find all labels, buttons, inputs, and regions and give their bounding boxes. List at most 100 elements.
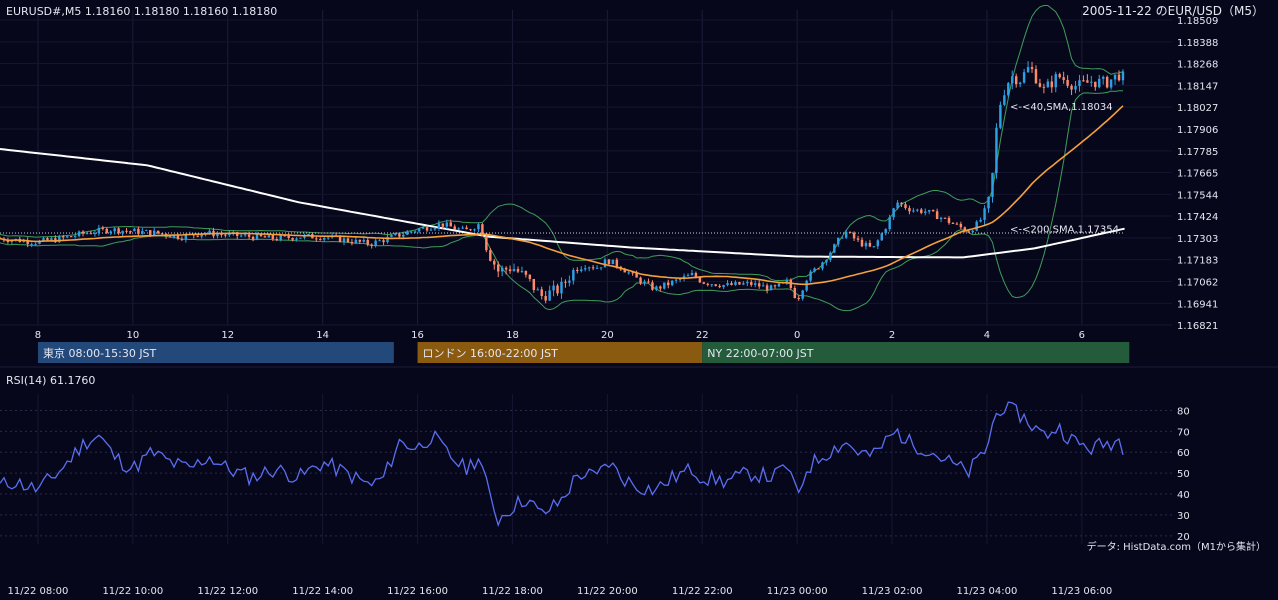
candle-body — [524, 271, 528, 275]
rsi-tick-label: 40 — [1177, 490, 1190, 501]
candle-body — [750, 281, 753, 285]
candle-body — [670, 280, 674, 286]
candle-body — [437, 223, 441, 229]
rsi-tick-label: 30 — [1177, 511, 1190, 522]
hour-tick-label: 22 — [696, 330, 709, 341]
candle-body — [410, 231, 413, 233]
candle-body — [572, 269, 575, 281]
candle-body — [900, 202, 903, 205]
date-tick-label: 11/23 04:00 — [957, 586, 1018, 597]
candle-body — [955, 223, 959, 225]
session-label: NY 22:00-07:00 JST — [707, 347, 814, 360]
candle-body — [496, 264, 500, 272]
candle-body — [200, 234, 203, 237]
candles — [0, 61, 1125, 304]
candle-body — [1022, 72, 1026, 83]
candle-body — [971, 230, 974, 233]
candle-body — [599, 267, 603, 269]
candle-body — [417, 228, 421, 232]
candle-body — [773, 285, 777, 287]
price-tick-label: 1.18147 — [1177, 81, 1218, 92]
candle-body — [686, 275, 690, 277]
candle-body — [1034, 69, 1038, 84]
candle-body — [805, 280, 808, 291]
candle-body — [726, 283, 729, 286]
candle-body — [441, 223, 445, 227]
candle-body — [109, 231, 112, 233]
candle-body — [730, 283, 733, 285]
candle-body — [469, 229, 472, 231]
candle-body — [465, 227, 468, 230]
candle-body — [841, 237, 844, 239]
candle-body — [852, 232, 856, 239]
candle-body — [1050, 81, 1054, 88]
candle-body — [722, 285, 725, 288]
candle-body — [354, 239, 358, 244]
candle-body — [769, 285, 773, 291]
price-tick-label: 1.17183 — [1177, 256, 1218, 267]
candle-body — [1026, 67, 1030, 73]
candle-body — [880, 233, 883, 241]
candle-body — [912, 210, 915, 212]
candle-body — [299, 237, 302, 239]
candle-body — [42, 238, 45, 241]
candle-body — [698, 277, 702, 283]
candle-body — [398, 233, 401, 237]
candle-body — [552, 285, 555, 291]
candle-body — [184, 234, 188, 240]
candle-body — [34, 243, 37, 245]
candle-body — [710, 284, 713, 286]
candle-body — [413, 231, 417, 233]
price-tick-label: 1.18509 — [1177, 16, 1218, 27]
candle-body — [765, 285, 769, 291]
candle-body — [856, 238, 860, 240]
price-tick-label: 1.16821 — [1177, 321, 1218, 332]
candle-body — [378, 240, 381, 242]
candle-body — [137, 228, 140, 234]
candle-body — [1082, 80, 1085, 82]
date-tick-label: 11/23 06:00 — [1051, 586, 1112, 597]
candle-body — [663, 282, 666, 289]
candle-body — [935, 211, 939, 220]
candle-body — [1003, 95, 1006, 105]
candle-body — [26, 240, 29, 245]
price-tick-label: 1.18027 — [1177, 103, 1218, 114]
candle-body — [125, 230, 128, 232]
candle-body — [623, 269, 626, 273]
rsi-tick-label: 80 — [1177, 406, 1190, 417]
candle-body — [30, 243, 33, 245]
candle-body — [168, 236, 172, 238]
candle-body — [65, 236, 69, 238]
candle-body — [516, 269, 520, 272]
candle-body — [1098, 78, 1101, 88]
candle-body — [655, 286, 658, 290]
candle-body — [263, 236, 267, 238]
candle-body — [500, 267, 504, 272]
candle-body — [667, 282, 670, 286]
candle-body — [706, 283, 710, 285]
candle-body — [520, 271, 524, 273]
candle-body — [967, 231, 970, 233]
session-bar — [417, 342, 703, 363]
candle-body — [837, 237, 840, 245]
candle-body — [1090, 81, 1093, 83]
candle-body — [1030, 67, 1034, 70]
candle-body — [425, 227, 429, 231]
candle-body — [275, 238, 279, 241]
price-tick-label: 1.16941 — [1177, 299, 1218, 310]
candle-body — [338, 235, 342, 242]
rsi-label: RSI(14) 61.1760 — [6, 374, 95, 387]
candle-body — [457, 228, 460, 230]
candle-body — [1058, 74, 1061, 78]
candle-body — [283, 235, 286, 237]
candle-body — [690, 273, 694, 276]
candle-body — [746, 281, 749, 284]
candle-body — [734, 282, 737, 285]
candle-body — [564, 281, 567, 283]
candle-body — [821, 262, 824, 269]
rsi-tick-label: 20 — [1177, 532, 1190, 543]
candle-body — [93, 233, 97, 235]
sma40-line — [0, 105, 1124, 286]
candle-body — [631, 272, 634, 274]
date-tick-label: 11/22 20:00 — [577, 586, 638, 597]
